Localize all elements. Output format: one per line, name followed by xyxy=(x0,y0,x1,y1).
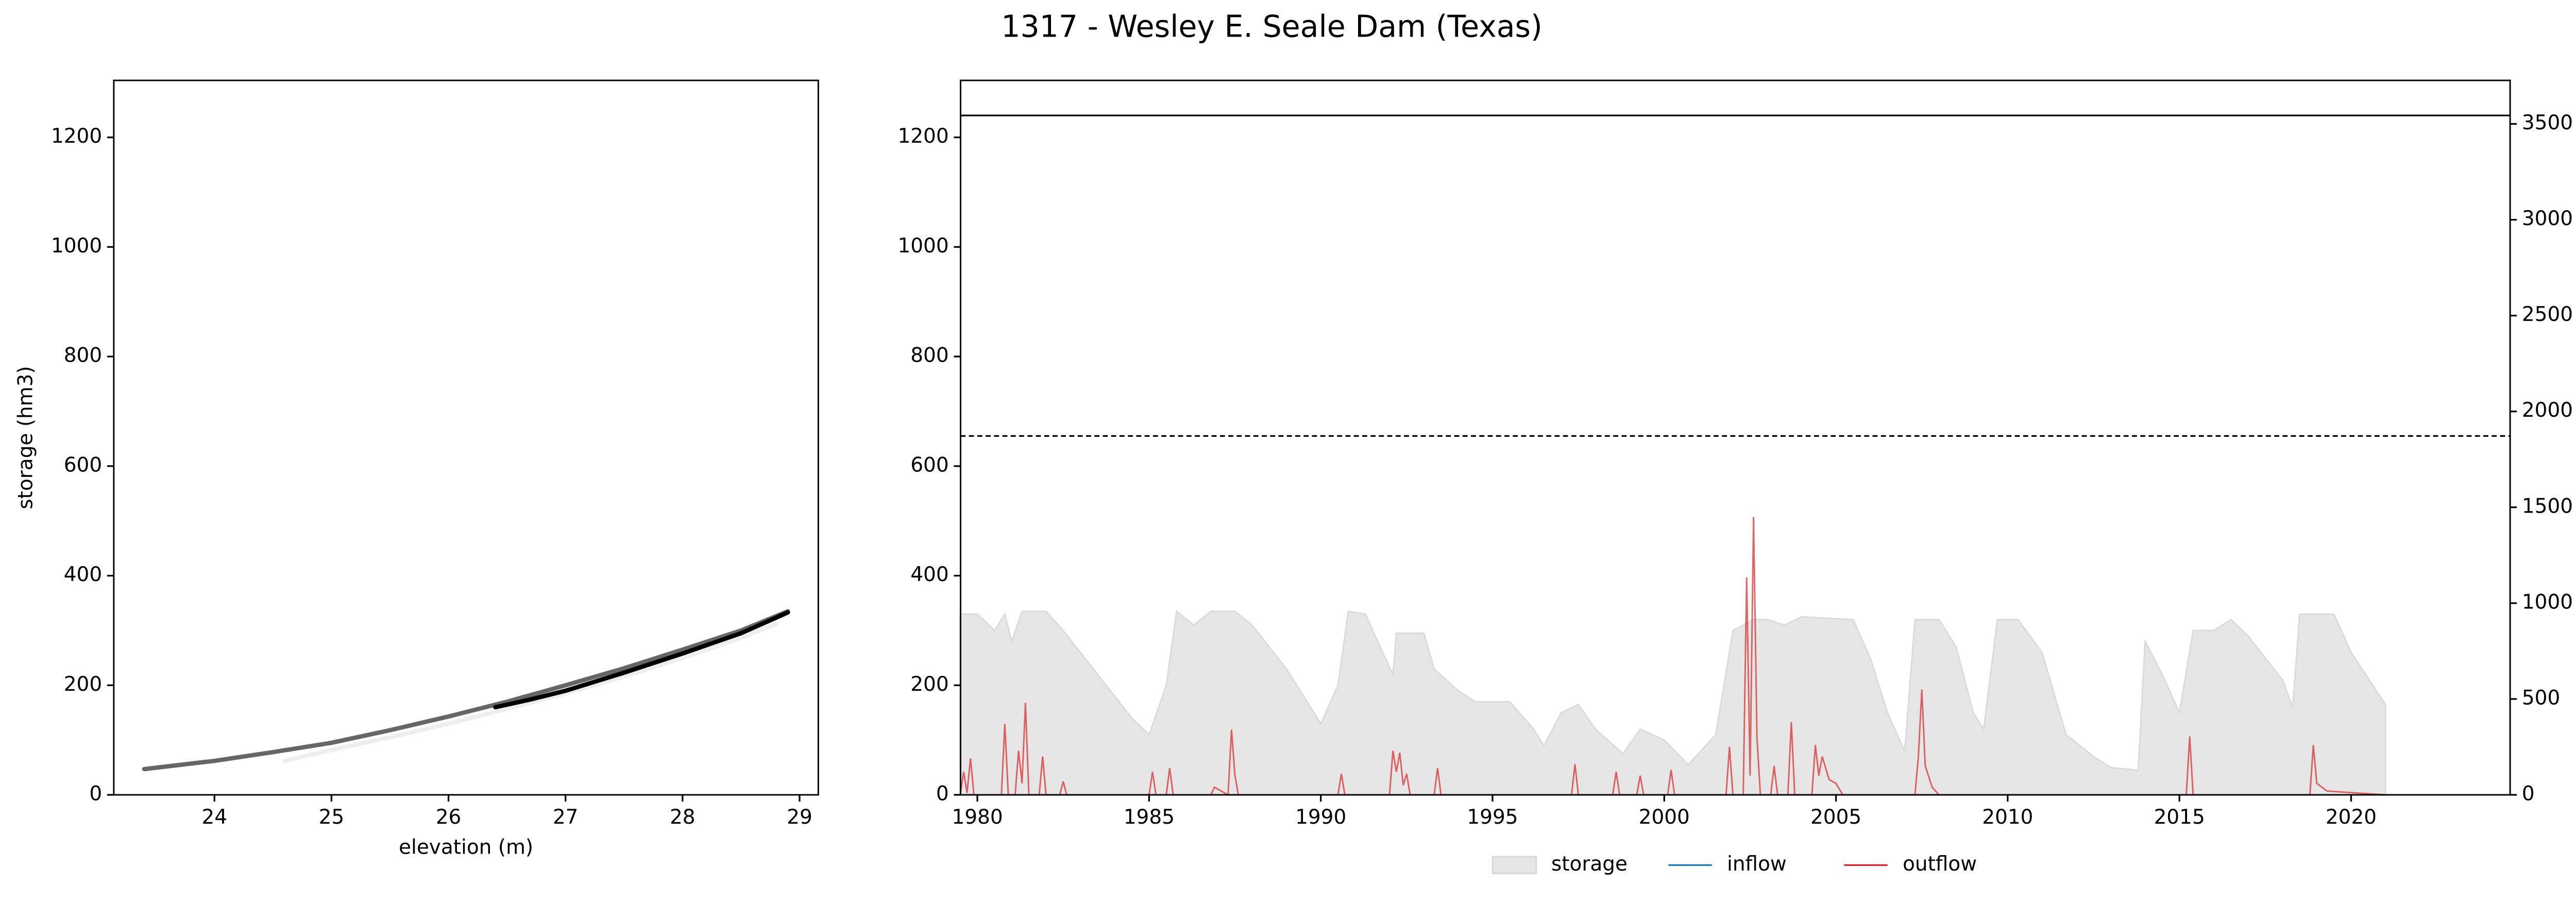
y-tick-label: 800 xyxy=(910,344,948,367)
plot-frame xyxy=(113,79,819,796)
y-tick-label: 1000 xyxy=(897,234,948,258)
plot-frame xyxy=(959,79,2511,796)
x-tick-label: 2015 xyxy=(2154,806,2205,829)
x-tick-label: 27 xyxy=(553,806,579,829)
y-axis-label: storage (hm3) xyxy=(14,366,37,509)
y-tick-label: 0 xyxy=(89,782,102,805)
x-tick-label: 26 xyxy=(436,806,462,829)
y-tick-label: 600 xyxy=(64,453,102,476)
x-tick-label: 28 xyxy=(670,806,696,829)
line xyxy=(493,610,790,710)
y-tick-label: 800 xyxy=(64,344,102,367)
y-tick-label: 0 xyxy=(936,782,949,805)
y-tick-label: 200 xyxy=(64,673,102,696)
chart-title: 1317 - Wesley E. Seale Dam (Texas) xyxy=(1001,9,1542,44)
x-tick-label: 1995 xyxy=(1467,806,1518,829)
x-tick-label: 1980 xyxy=(952,806,1003,829)
y-tick-label: 600 xyxy=(910,453,948,476)
y2-tick-label: 500 xyxy=(2522,686,2560,709)
y-tick-label: 400 xyxy=(910,563,948,586)
y-tick-label: 1200 xyxy=(51,125,102,148)
y-tick-label: 1200 xyxy=(897,125,948,148)
y2-tick-label: 1500 xyxy=(2522,495,2573,518)
x-tick-label: 29 xyxy=(787,806,812,829)
legend-label: storage xyxy=(1551,853,1628,876)
y2-tick-label: 3000 xyxy=(2522,207,2573,230)
x-tick-label: 1990 xyxy=(1295,806,1346,829)
area xyxy=(959,610,2386,796)
x-tick-label: 24 xyxy=(201,806,227,829)
x-tick-label: 1985 xyxy=(1124,806,1175,829)
x-tick-label: 25 xyxy=(319,806,345,829)
legend-label: outflow xyxy=(1903,853,1977,876)
x-tick-label: 2000 xyxy=(1639,806,1690,829)
y-tick-label: 400 xyxy=(64,563,102,586)
y2-tick-label: 1000 xyxy=(2522,590,2573,614)
line xyxy=(282,621,778,763)
x-tick-label: 2005 xyxy=(1810,806,1861,829)
x-tick-label: 2010 xyxy=(1982,806,2033,829)
y2-tick-label: 3500 xyxy=(2522,111,2573,134)
y2-tick-label: 0 xyxy=(2522,782,2535,805)
y2-tick-label: 2500 xyxy=(2522,303,2573,326)
y-tick-label: 200 xyxy=(910,673,948,696)
x-tick-label: 2020 xyxy=(2326,806,2377,829)
y2-tick-label: 2000 xyxy=(2522,399,2573,422)
y-tick-label: 1000 xyxy=(51,234,102,258)
x-axis-label: elevation (m) xyxy=(399,836,533,859)
legend-swatch xyxy=(1492,856,1537,875)
line xyxy=(142,609,790,772)
legend-label: inflow xyxy=(1727,853,1787,876)
